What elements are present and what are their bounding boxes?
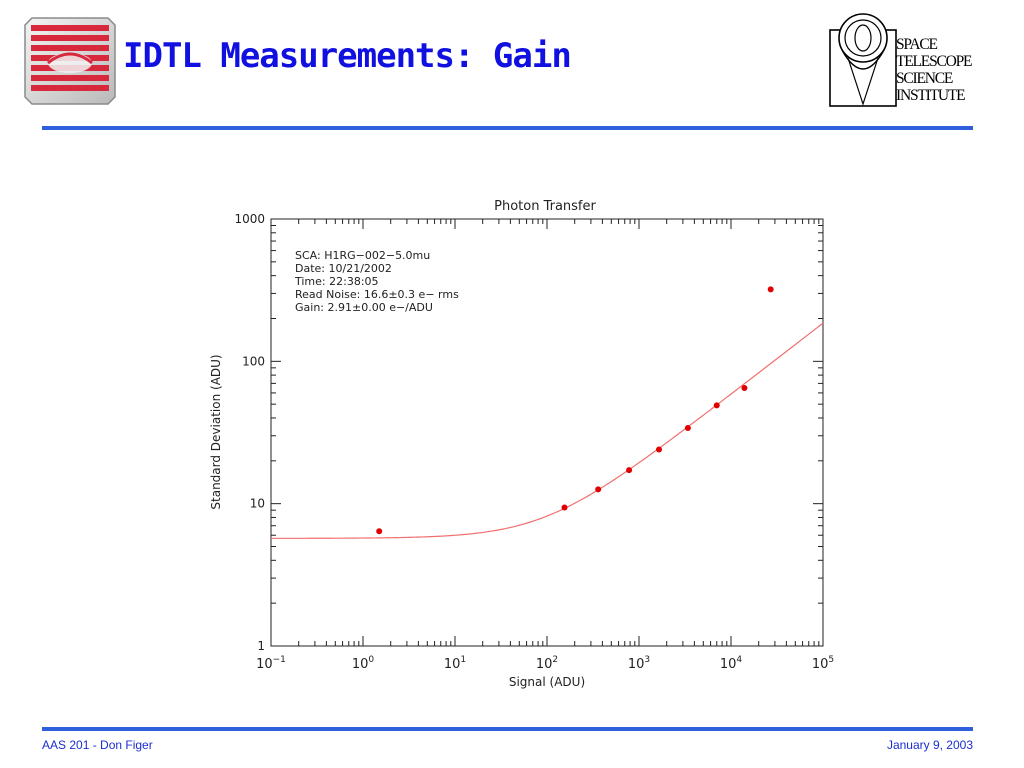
x-axis-label: Signal (ADU) <box>509 675 585 689</box>
x-tick-label: 103 <box>628 655 650 672</box>
annotation-line: Read Noise: 16.6±0.3 e− rms <box>295 288 459 301</box>
header-rule <box>42 126 973 130</box>
x-tick-label: 101 <box>444 655 466 672</box>
data-point <box>684 425 691 432</box>
y-tick-labels: 1 10 100 1000 <box>234 212 265 653</box>
stsci-logo <box>829 13 897 107</box>
stsci-line: SCIENCE <box>896 70 953 87</box>
axis-ticks <box>270 219 823 647</box>
stsci-line: SPACE <box>896 36 938 53</box>
data-point <box>713 402 720 409</box>
data-point <box>767 286 774 293</box>
data-point <box>741 384 748 391</box>
x-tick-label: 10−1 <box>256 655 286 672</box>
data-points <box>376 286 774 535</box>
data-point <box>656 446 663 453</box>
y-axis-label: Standard Deviation (ADU) <box>209 354 223 509</box>
x-tick-label: 102 <box>536 655 558 672</box>
footer-author: AAS 201 - Don Figer <box>42 738 153 752</box>
x-tick-label: 104 <box>720 655 743 672</box>
y-tick-label: 100 <box>242 354 265 368</box>
footer-rule <box>42 727 973 731</box>
x-tick-label: 100 <box>352 655 375 672</box>
stsci-wordmark: SPACE TELESCOPE SCIENCE INSTITUTE <box>896 36 1006 104</box>
slide-title: IDTL Measurements: Gain <box>123 36 572 76</box>
conference-logo <box>24 17 116 105</box>
photon-transfer-chart: Photon Transfer 10−1 100 101 102 103 104 105 1… <box>209 199 834 689</box>
annotation-line: Gain: 2.91±0.00 e−/ADU <box>295 301 433 314</box>
stsci-line: TELESCOPE <box>896 53 973 70</box>
y-tick-label: 1 <box>257 639 265 653</box>
footer-date: January 9, 2003 <box>886 738 973 752</box>
data-point <box>561 504 568 511</box>
annotation-line: SCA: H1RG−002−5.0mu <box>295 249 430 262</box>
x-tick-labels: 10−1 100 101 102 103 104 105 <box>256 655 834 672</box>
annotation-line: Date: 10/21/2002 <box>295 262 392 275</box>
y-tick-label: 1000 <box>234 212 265 226</box>
annotation-line: Time: 22:38:05 <box>294 275 379 288</box>
fit-line <box>271 322 824 539</box>
stsci-line: INSTITUTE <box>896 87 966 104</box>
y-tick-label: 10 <box>250 497 265 511</box>
data-point <box>376 528 383 535</box>
chart-title: Photon Transfer <box>494 199 596 214</box>
data-point <box>626 467 633 474</box>
data-point <box>595 486 602 493</box>
x-tick-label: 105 <box>812 655 834 672</box>
